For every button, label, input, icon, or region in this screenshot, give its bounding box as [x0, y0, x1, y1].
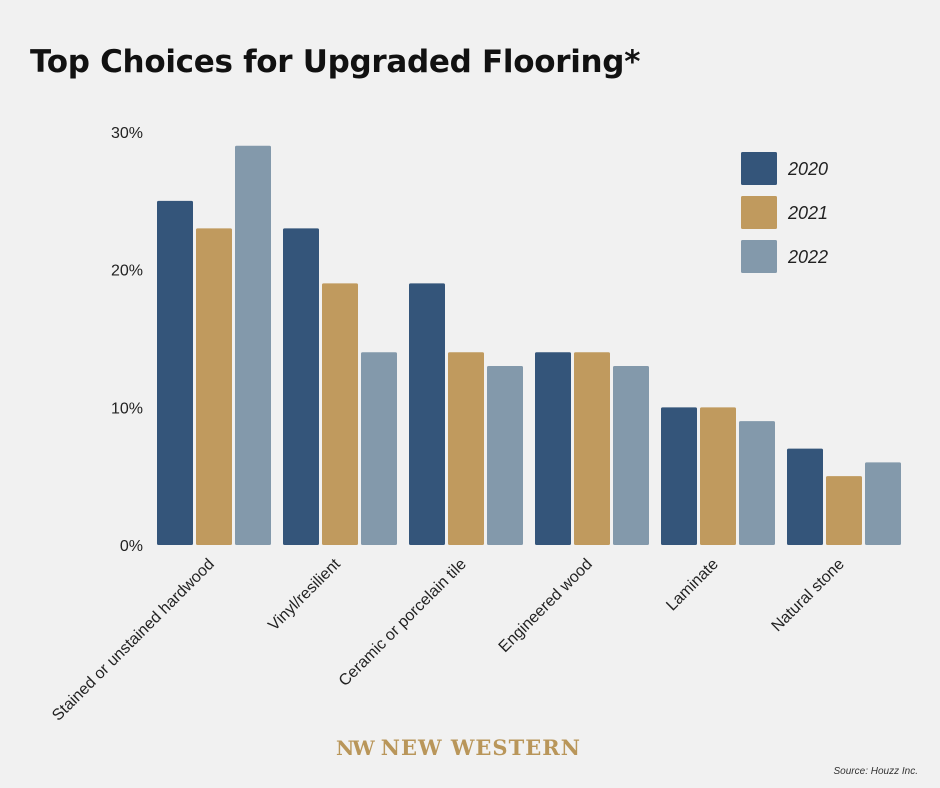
bar-2022-1 — [361, 352, 397, 545]
bar-2021-4 — [700, 407, 736, 545]
bar-2021-3 — [574, 352, 610, 545]
bar-2021-2 — [448, 352, 484, 545]
legend-swatch-2020 — [741, 152, 777, 185]
x-tick-label: Laminate — [663, 556, 722, 615]
legend-label: 2021 — [787, 203, 828, 223]
legend: 2020 2021 2022 — [741, 152, 828, 273]
chart-title: Top Choices for Upgraded Flooring* — [30, 44, 641, 80]
legend-label: 2020 — [787, 159, 828, 179]
source-note: Source: Houzz Inc. — [833, 766, 918, 777]
bars — [157, 145, 901, 546]
bar-2022-4 — [739, 421, 775, 545]
bar-2020-5 — [787, 448, 823, 545]
x-tick-label: Ceramic or porcelain tile — [336, 556, 470, 690]
bar-2020-2 — [409, 283, 445, 545]
y-tick-label: 0% — [120, 538, 143, 555]
bar-2021-0 — [196, 228, 232, 545]
bar-2022-0 — [235, 145, 271, 545]
y-axis: 0% 10% 20% 30% — [111, 125, 143, 555]
bar-2022-5 — [865, 462, 901, 545]
legend-swatch-2022 — [741, 240, 777, 273]
legend-label: 2022 — [787, 247, 828, 267]
bar-2020-3 — [535, 352, 571, 545]
bar-2020-1 — [283, 228, 319, 545]
category-labels: Stained or unstained hardwood Vinyl/resil… — [49, 555, 848, 724]
x-tick-label: Engineered wood — [496, 556, 596, 656]
new-western-logo: NW NEW WESTERN — [336, 735, 581, 760]
y-tick-label: 10% — [111, 400, 143, 417]
bar-2021-1 — [322, 283, 358, 545]
legend-swatch-2021 — [741, 196, 777, 229]
y-tick-label: 30% — [111, 125, 143, 142]
y-tick-label: 20% — [111, 263, 143, 280]
bar-2022-2 — [487, 366, 523, 545]
logo-mark: NW — [336, 735, 375, 760]
x-tick-label: Vinyl/resilient — [265, 555, 344, 634]
bar-2021-5 — [826, 476, 862, 545]
logo-text: NEW WESTERN — [380, 735, 581, 760]
x-tick-label: Stained or unstained hardwood — [49, 556, 218, 725]
bar-2020-4 — [661, 407, 697, 545]
bar-2022-3 — [613, 366, 649, 545]
x-tick-label: Natural stone — [769, 556, 848, 635]
bar-2020-0 — [157, 200, 193, 546]
